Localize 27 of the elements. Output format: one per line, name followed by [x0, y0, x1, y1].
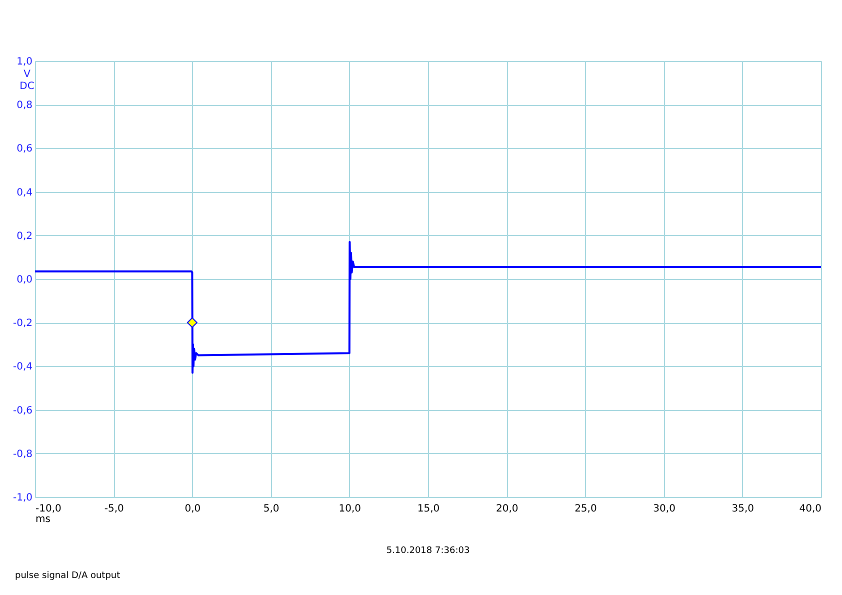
x-tick-label: 10,0: [338, 504, 362, 514]
x-tick-label: -10,0: [36, 504, 62, 514]
y-tick-label: -0,4: [12, 362, 32, 373]
x-tick-label: 5,0: [263, 504, 280, 514]
x-tick-label: 25,0: [574, 504, 597, 514]
y-tick-label: 1,0: [16, 56, 32, 68]
y-tick-label: -0,2: [12, 318, 32, 330]
y-tick-label: -1,0: [12, 492, 32, 504]
x-tick-label: 20,0: [496, 504, 518, 514]
x-tick-label: 35,0: [732, 504, 754, 514]
x-tick-label: 40,0: [799, 504, 822, 514]
y-tick-label: 0,2: [16, 230, 32, 242]
text: pulse signal D/A output: [15, 571, 121, 581]
line-series: [34, 240, 822, 374]
y-tick-label: -0,6: [12, 405, 32, 416]
x-axis-title: ms: [36, 514, 50, 525]
y-axis-title: V DC: [20, 69, 34, 92]
y-tick-label: 0,8: [16, 100, 32, 112]
x-tick-label: 0,0: [184, 504, 201, 514]
y-tick-label: 0,6: [16, 144, 32, 155]
y-tick-label: -0,8: [12, 448, 32, 460]
y-tick-label: 0,4: [16, 187, 32, 198]
x-tick-label: 30,0: [653, 504, 676, 514]
y-tick-label: 0,0: [16, 274, 32, 286]
text: 5.10.2018 7:36:03: [386, 546, 470, 556]
x-tick-label: 15,0: [417, 504, 440, 514]
x-tick-label: -5,0: [104, 504, 124, 514]
